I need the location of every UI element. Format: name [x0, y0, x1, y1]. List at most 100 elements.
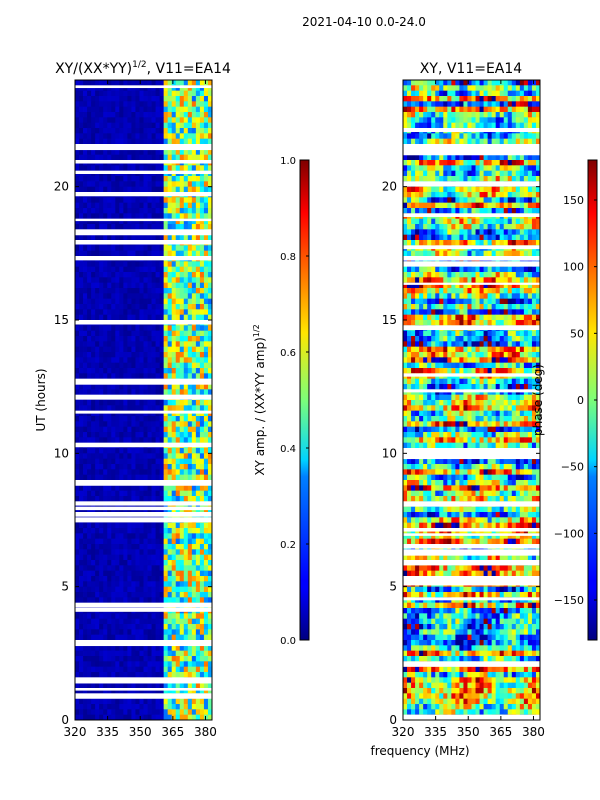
heatmap-cell [143, 101, 148, 108]
heatmap-cell [531, 186, 537, 193]
heatmap-cell [123, 634, 128, 641]
heatmap-cell [463, 192, 468, 198]
heatmap-cell [123, 90, 128, 97]
heatmap-cell [199, 485, 205, 492]
heatmap-cell [207, 645, 212, 652]
heatmap-cell [183, 661, 189, 668]
heatmap-cell [199, 304, 205, 310]
heatmap-cell [175, 128, 181, 134]
heatmap-cell [83, 496, 88, 502]
heatmap-cell [207, 490, 212, 497]
heatmap-cell [79, 266, 84, 273]
heatmap-cell [531, 80, 537, 86]
heatmap-cell [199, 400, 205, 406]
heatmap-cell [443, 133, 448, 140]
heatmap-cell [111, 618, 116, 625]
heatmap-cell [439, 80, 444, 86]
amplitude-colorbar: 0.00.20.40.60.81.0 XY amp. / (XX*YY amp)… [252, 156, 310, 647]
heatmap-cell [519, 154, 525, 161]
heatmap-cell [103, 266, 108, 273]
heatmap-cell [107, 533, 112, 540]
heatmap-cell [111, 373, 116, 380]
heatmap-cell [87, 490, 92, 497]
heatmap-cell [131, 277, 136, 284]
heatmap-cell [519, 165, 525, 172]
heatmap-cell [183, 272, 189, 278]
heatmap-cell [123, 277, 128, 284]
heatmap-cell [179, 213, 185, 220]
heatmap-cell [139, 400, 144, 406]
heatmap-cell [91, 186, 96, 193]
heatmap-cell [131, 282, 136, 289]
heatmap-cell [191, 314, 197, 321]
heatmap-cell [455, 165, 460, 172]
heatmap-cell [523, 106, 529, 113]
heatmap-cell [163, 656, 169, 662]
heatmap-cell [103, 528, 108, 534]
heatmap-cell [155, 554, 161, 561]
heatmap-cell [91, 634, 96, 641]
heatmap-cell [203, 704, 209, 710]
heatmap-cell [151, 432, 156, 438]
heatmap-cell [115, 634, 120, 641]
heatmap-cell [143, 624, 148, 630]
heatmap-cell [91, 122, 96, 129]
heatmap-cell [95, 272, 100, 278]
heatmap-cell [463, 176, 468, 182]
heatmap-cell [199, 101, 205, 108]
heatmap-cell [143, 698, 148, 705]
heatmap-cell [107, 597, 112, 604]
heatmap-cell [479, 160, 484, 166]
heatmap-cell [95, 666, 100, 673]
heatmap-cell [151, 485, 156, 492]
heatmap-cell [427, 170, 432, 177]
heatmap-cell [179, 314, 185, 321]
heatmap-cell [111, 645, 116, 652]
heatmap-cell [95, 485, 100, 492]
heatmap-cell [87, 698, 92, 705]
heatmap-cell [403, 101, 408, 108]
heatmap-cell [507, 165, 513, 172]
heatmap-cell [183, 576, 189, 582]
heatmap-cell [175, 698, 181, 705]
heatmap-cell [87, 405, 92, 412]
heatmap-cell [131, 128, 136, 134]
heatmap-cell [207, 389, 212, 396]
heatmap-cell [135, 128, 140, 134]
heatmap-cell [491, 186, 497, 193]
heatmap-cell [115, 400, 120, 406]
heatmap-cell [171, 213, 177, 220]
heatmap-cell [483, 138, 489, 145]
heatmap-cell [115, 672, 120, 678]
heatmap-cell [191, 496, 197, 502]
heatmap-cell [155, 421, 161, 428]
heatmap-cell [95, 704, 100, 710]
heatmap-cell [171, 624, 177, 630]
heatmap-cell [175, 234, 181, 241]
heatmap-cell [135, 554, 140, 561]
heatmap-cell [91, 656, 96, 662]
heatmap-cell [419, 192, 424, 198]
heatmap-cell [91, 666, 96, 673]
heatmap-cell [123, 560, 128, 566]
heatmap-cell [99, 613, 104, 620]
y-tick-label: 20 [54, 180, 69, 194]
heatmap-cell [195, 448, 201, 454]
heatmap-cell [183, 714, 189, 720]
amplitude-heatmap [75, 80, 212, 720]
heatmap-cell [95, 656, 100, 662]
heatmap-cell [167, 202, 173, 209]
heatmap-cell [91, 112, 96, 118]
heatmap-cell [123, 490, 128, 497]
heatmap-cell [195, 698, 201, 705]
heatmap-cell [143, 90, 148, 97]
heatmap-cell [187, 138, 193, 145]
heatmap-cell [95, 373, 100, 380]
heatmap-cell [163, 565, 169, 572]
heatmap-cell [79, 298, 84, 305]
heatmap-cell [139, 213, 144, 220]
heatmap-cell [127, 224, 132, 230]
heatmap-cell [103, 389, 108, 396]
heatmap-cell [87, 154, 92, 161]
heatmap-cell [103, 629, 108, 636]
